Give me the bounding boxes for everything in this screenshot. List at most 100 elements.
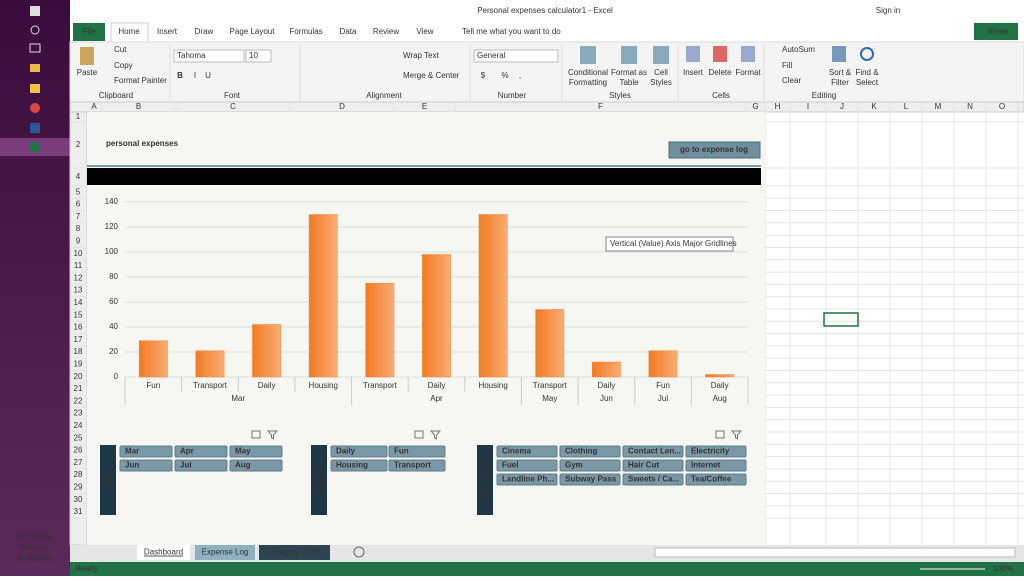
slicer-item-label[interactable]: Subway Pass — [565, 475, 617, 484]
file-tab-bg[interactable] — [73, 23, 105, 41]
paste-icon[interactable] — [80, 47, 94, 65]
slicer-item[interactable] — [559, 445, 621, 458]
clear-filter-icon[interactable] — [429, 430, 442, 440]
ribbon-button[interactable]: Copy — [114, 61, 133, 70]
number-format-box[interactable] — [473, 49, 559, 63]
ribbon-button[interactable]: Format — [735, 68, 761, 77]
chrome-icon[interactable] — [30, 103, 40, 113]
expense-log-button[interactable] — [668, 141, 761, 159]
sheet-tab-bg[interactable] — [195, 545, 255, 560]
slicer-item-label[interactable]: Daily — [336, 447, 356, 456]
slicer-item-label[interactable]: May — [235, 447, 251, 456]
slicer-item[interactable] — [330, 445, 388, 458]
ribbon-button[interactable]: Table — [619, 78, 639, 87]
slicer-item[interactable] — [119, 445, 173, 458]
ribbon-button[interactable]: Select — [856, 78, 879, 87]
slicer-item-label[interactable]: Landline Ph... — [502, 475, 554, 484]
slicer-item-label[interactable]: Clothing — [565, 447, 598, 456]
ribbon-button[interactable]: Paste — [77, 68, 98, 77]
ribbon-button[interactable]: Delete — [708, 68, 732, 77]
slicer-item-label[interactable]: Jun — [125, 461, 139, 470]
excel-icon[interactable] — [30, 142, 40, 152]
slicer-item[interactable] — [496, 445, 558, 458]
slicer-item-label[interactable]: Internet — [691, 461, 721, 470]
ribbon-button[interactable]: Merge & Center — [403, 71, 460, 80]
ribbon-button[interactable]: Format as — [611, 68, 647, 77]
word-icon[interactable] — [30, 123, 40, 133]
share-button[interactable] — [974, 23, 1018, 40]
slicer-item[interactable] — [229, 445, 283, 458]
slicer-item-label[interactable]: Fun — [394, 447, 409, 456]
conditional-icon[interactable] — [580, 46, 596, 64]
ribbon-tab[interactable]: View — [416, 27, 433, 36]
search-icon[interactable] — [30, 25, 40, 35]
insert-icon[interactable] — [686, 46, 700, 62]
ribbon-button[interactable]: Fill — [782, 61, 792, 70]
slicer-item[interactable] — [119, 459, 173, 472]
ribbon-tab[interactable]: File — [83, 27, 96, 36]
slicer-item[interactable] — [388, 459, 446, 472]
slicer-item[interactable] — [174, 459, 228, 472]
start-icon[interactable] — [30, 6, 40, 16]
slicer-item-label[interactable]: Tea/Coffee — [691, 475, 732, 484]
slicer-item-label[interactable]: Sweets / Ca... — [628, 475, 679, 484]
slicer-item[interactable] — [622, 459, 684, 472]
ribbon-tab[interactable]: Draw — [195, 27, 214, 36]
slicer-item-label[interactable]: Contact Len... — [628, 447, 681, 456]
slicer-item[interactable] — [685, 473, 747, 486]
ribbon-button[interactable]: % — [501, 71, 508, 80]
explorer-icon[interactable] — [30, 64, 40, 72]
multi-select-icon[interactable] — [715, 430, 725, 439]
find-icon[interactable] — [860, 47, 874, 61]
horizontal-scrollbar[interactable] — [654, 547, 1016, 558]
slicer-item[interactable] — [685, 445, 747, 458]
slicer-item[interactable] — [388, 445, 446, 458]
ribbon-button[interactable]: Styles — [650, 78, 672, 87]
delete-icon[interactable] — [713, 46, 727, 62]
sheet-tab[interactable]: Expense Log — [202, 548, 249, 557]
slicer-item[interactable] — [496, 459, 558, 472]
multi-select-icon[interactable] — [414, 430, 424, 439]
ribbon-button[interactable]: $ — [481, 71, 486, 80]
slicer-item[interactable] — [559, 473, 621, 486]
zoom-level[interactable]: 100% — [993, 564, 1013, 573]
app-icon[interactable] — [30, 84, 40, 93]
slicer-item-label[interactable]: Hair Cut — [628, 461, 659, 470]
ribbon-button[interactable]: Wrap Text — [403, 51, 439, 60]
ribbon-button[interactable]: Cell — [654, 68, 668, 77]
task-view-icon[interactable] — [29, 43, 41, 53]
expense-log-button-label[interactable]: go to expense log — [680, 145, 748, 154]
slicer-item-label[interactable]: Cinema — [502, 447, 531, 456]
multi-select-icon[interactable] — [251, 430, 261, 439]
slicer-item-label[interactable]: Aug — [235, 461, 251, 470]
ribbon-button[interactable]: Formatting — [569, 78, 607, 87]
share-label[interactable]: Share — [987, 27, 1009, 36]
slicer-item[interactable] — [174, 445, 228, 458]
slicer-item-label[interactable]: Housing — [336, 461, 368, 470]
ribbon-button[interactable]: I — [194, 71, 196, 80]
new-sheet-button[interactable] — [353, 546, 365, 558]
sheet-tab[interactable]: Dashboard — [144, 548, 183, 557]
slicer-item-label[interactable]: Jul — [180, 461, 192, 470]
sign-in[interactable]: Sign in — [876, 6, 900, 15]
ribbon-tab[interactable]: Formulas — [289, 27, 322, 36]
slicer-item[interactable] — [496, 473, 558, 486]
selected-cell[interactable] — [823, 312, 859, 327]
sheet-tab-bg[interactable] — [259, 545, 330, 560]
ribbon-button[interactable]: Find & — [855, 68, 879, 77]
ribbon-button[interactable]: Clear — [782, 76, 801, 85]
ribbon-button[interactable]: General — [477, 51, 506, 60]
slicer-item-label[interactable]: Electricity — [691, 447, 730, 456]
ribbon-button[interactable]: 10 — [249, 51, 258, 60]
ribbon-button[interactable]: Tahoma — [177, 51, 206, 60]
ribbon-tab[interactable]: Page Layout — [230, 27, 276, 36]
ribbon-tab[interactable]: Review — [373, 27, 399, 36]
ribbon-button[interactable]: Filter — [831, 78, 849, 87]
clear-filter-icon[interactable] — [266, 430, 279, 440]
slicer-item[interactable] — [622, 445, 684, 458]
ribbon-button[interactable]: Insert — [683, 68, 704, 77]
slicer-item-label[interactable]: Mar — [125, 447, 139, 456]
ribbon-button[interactable]: Format Painter — [114, 76, 167, 85]
slicer-item[interactable] — [685, 459, 747, 472]
format-icon[interactable] — [741, 46, 755, 62]
